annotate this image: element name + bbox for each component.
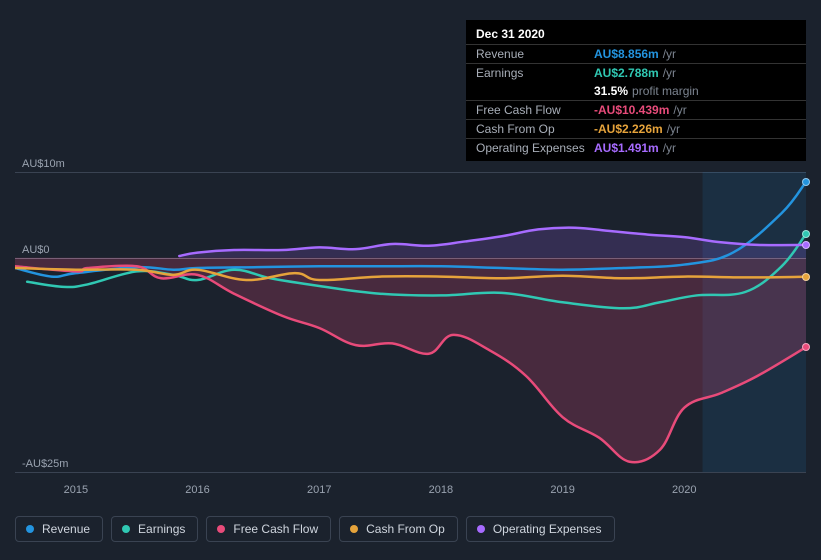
- legend-dot-icon: [26, 525, 34, 533]
- legend-item-revenue[interactable]: Revenue: [15, 516, 103, 542]
- series-area-free-cash-flow: [15, 258, 806, 463]
- tooltip-row-value: AU$8.856m: [594, 47, 659, 61]
- x-axis-label: 2020: [672, 484, 696, 496]
- series-end-dot: [802, 343, 810, 351]
- tooltip-row-value: AU$2.788m: [594, 66, 659, 80]
- x-axis-label: 2019: [550, 484, 574, 496]
- chart-svg: [15, 172, 806, 472]
- tooltip-row-label: Free Cash Flow: [476, 103, 594, 117]
- tooltip-row: Revenue AU$8.856m /yr: [466, 44, 806, 63]
- tooltip-row-value: 31.5%: [594, 84, 628, 98]
- chart-plot: [15, 172, 806, 472]
- legend-item-earnings[interactable]: Earnings: [111, 516, 198, 542]
- series-end-dot: [802, 273, 810, 281]
- tooltip-row: Earnings AU$2.788m /yr: [466, 63, 806, 82]
- tooltip-row-label: Earnings: [476, 66, 594, 80]
- legend-label: Operating Expenses: [493, 522, 602, 536]
- x-axis-label: 2018: [429, 484, 453, 496]
- legend-item-free-cash-flow[interactable]: Free Cash Flow: [206, 516, 331, 542]
- x-axis-label: 2016: [185, 484, 209, 496]
- series-end-dot: [802, 241, 810, 249]
- tooltip-box: Dec 31 2020 Revenue AU$8.856m /yr Earnin…: [466, 20, 806, 161]
- legend-label: Cash From Op: [366, 522, 445, 536]
- legend-label: Revenue: [42, 522, 90, 536]
- legend-dot-icon: [217, 525, 225, 533]
- chart-area: AU$10mAU$0-AU$25m 2015201620172018201920…: [0, 152, 821, 512]
- legend-dot-icon: [122, 525, 130, 533]
- tooltip-row: Free Cash Flow -AU$10.439m /yr: [466, 100, 806, 119]
- tooltip-row-value: -AU$2.226m: [594, 122, 663, 136]
- y-axis-label: AU$10m: [22, 158, 65, 170]
- legend-item-operating-expenses[interactable]: Operating Expenses: [466, 516, 615, 542]
- tooltip-row-label: Revenue: [476, 47, 594, 61]
- tooltip-row-label: [476, 84, 594, 98]
- tooltip-row-suffix: /yr: [663, 47, 676, 61]
- x-axis: 2015 2016 2017 2018 2019 2020: [15, 484, 806, 502]
- tooltip-row: Cash From Op -AU$2.226m /yr: [466, 119, 806, 138]
- tooltip-row-suffix: /yr: [667, 122, 680, 136]
- tooltip-row-label: Cash From Op: [476, 122, 594, 136]
- tooltip-title: Dec 31 2020: [466, 24, 806, 44]
- x-axis-label: 2015: [64, 484, 88, 496]
- tooltip-row-value: -AU$10.439m: [594, 103, 669, 117]
- legend-dot-icon: [350, 525, 358, 533]
- series-end-dot: [802, 178, 810, 186]
- x-axis-label: 2017: [307, 484, 331, 496]
- series-end-dot: [802, 230, 810, 238]
- tooltip-row-suffix: /yr: [663, 66, 676, 80]
- tooltip-row-suffix: profit margin: [632, 84, 699, 98]
- tooltip-row: 31.5% profit margin: [466, 82, 806, 100]
- legend: Revenue Earnings Free Cash Flow Cash Fro…: [15, 516, 615, 542]
- legend-item-cash-from-op[interactable]: Cash From Op: [339, 516, 458, 542]
- legend-label: Free Cash Flow: [233, 522, 318, 536]
- legend-label: Earnings: [138, 522, 185, 536]
- legend-dot-icon: [477, 525, 485, 533]
- tooltip-row-suffix: /yr: [673, 103, 686, 117]
